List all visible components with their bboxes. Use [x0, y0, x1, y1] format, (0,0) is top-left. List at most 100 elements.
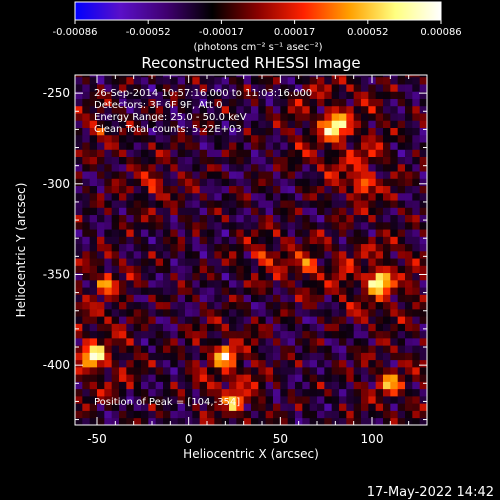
heatmap-cell — [82, 308, 91, 317]
heatmap-cell — [339, 105, 347, 114]
heatmap-cell — [353, 301, 362, 310]
heatmap-cell — [141, 156, 149, 165]
heatmap-cell — [375, 323, 384, 332]
heatmap-cell — [214, 185, 223, 194]
heatmap-cell — [346, 214, 355, 223]
heatmap-cell — [280, 330, 289, 339]
heatmap-cell — [375, 258, 384, 266]
heatmap-cell — [104, 381, 113, 390]
heatmap-cell — [243, 417, 252, 425]
heatmap-cell — [177, 403, 186, 411]
heatmap-cell — [368, 229, 377, 237]
heatmap-cell — [419, 337, 427, 346]
heatmap-cell — [368, 294, 377, 303]
heatmap-cell — [214, 156, 223, 165]
heatmap-cell — [155, 243, 164, 252]
heatmap-cell — [126, 207, 135, 216]
heatmap-cell — [89, 149, 98, 158]
heatmap-cell — [361, 156, 369, 165]
heatmap-cell — [302, 91, 311, 99]
heatmap-cell — [324, 395, 333, 404]
heatmap-cell — [324, 323, 333, 332]
heatmap-cell — [375, 417, 384, 425]
heatmap-cell — [243, 142, 252, 150]
heatmap-cell — [273, 221, 281, 230]
heatmap-cell — [214, 410, 223, 419]
heatmap-cell — [119, 366, 127, 375]
heatmap-cell — [243, 301, 252, 310]
heatmap-cell — [390, 308, 399, 317]
heatmap-cell — [302, 75, 311, 78]
heatmap-cell — [82, 395, 91, 404]
heatmap-cell — [192, 272, 201, 281]
heatmap-cell — [133, 127, 142, 136]
heatmap-cell — [207, 134, 215, 143]
heatmap-cell — [331, 229, 340, 237]
heatmap-cell — [280, 301, 289, 310]
heatmap-cell — [324, 207, 333, 216]
heatmap-cell — [141, 98, 149, 107]
heatmap-cell — [155, 272, 164, 281]
heatmap-cell — [192, 403, 201, 411]
heatmap-cell — [251, 200, 259, 208]
heatmap-cell — [192, 207, 201, 216]
heatmap-cell — [229, 417, 237, 425]
heatmap-cell — [133, 279, 142, 288]
heatmap-cell — [361, 250, 369, 259]
heatmap-cell — [324, 214, 333, 223]
heatmap-cell — [177, 105, 186, 114]
heatmap-cell — [199, 120, 208, 128]
heatmap-cell — [339, 279, 347, 288]
heatmap-cell — [199, 221, 208, 230]
heatmap-cell — [214, 388, 223, 397]
heatmap-cell — [280, 403, 289, 411]
heatmap-cell — [170, 294, 179, 303]
heatmap-cell — [170, 156, 179, 165]
heatmap-cell — [163, 84, 171, 92]
heatmap-cell — [397, 272, 406, 281]
heatmap-cell — [89, 388, 98, 397]
heatmap-cell — [390, 243, 399, 252]
heatmap-cell — [287, 417, 296, 425]
heatmap-cell — [419, 229, 427, 237]
heatmap-cell — [192, 359, 201, 368]
heatmap-cell — [141, 134, 149, 143]
heatmap-cell — [148, 337, 157, 346]
heatmap-cell — [412, 352, 421, 361]
heatmap-cell — [185, 388, 193, 397]
heatmap-cell — [287, 243, 296, 252]
heatmap-cell — [295, 192, 303, 201]
heatmap-cell — [397, 229, 406, 237]
heatmap-cell — [397, 236, 406, 245]
heatmap-cell — [214, 105, 223, 114]
heatmap-cell — [375, 374, 384, 382]
heatmap-cell — [111, 366, 120, 375]
heatmap-cell — [141, 345, 149, 353]
heatmap-cell — [177, 374, 186, 382]
heatmap-cell — [375, 120, 384, 128]
heatmap-cell — [317, 258, 325, 266]
heatmap-cell — [214, 200, 223, 208]
heatmap-cell — [133, 395, 142, 404]
heatmap-cell — [287, 250, 296, 259]
heatmap-cell — [353, 345, 362, 353]
heatmap-cell — [214, 308, 223, 317]
heatmap-cell — [331, 337, 340, 346]
heatmap-cell — [361, 163, 369, 172]
heatmap-cell — [353, 156, 362, 165]
heatmap-cell — [368, 84, 377, 92]
heatmap-cell — [280, 134, 289, 143]
heatmap-cell — [302, 301, 311, 310]
heatmap-cell — [155, 91, 164, 99]
heatmap-cell — [346, 308, 355, 317]
heatmap-cell — [148, 98, 157, 107]
heatmap-cell — [126, 272, 135, 281]
heatmap-cell — [155, 185, 164, 194]
heatmap-cell — [148, 359, 157, 368]
heatmap-cell — [258, 134, 267, 143]
heatmap-cell — [375, 76, 384, 85]
heatmap-cell — [243, 113, 252, 121]
heatmap-cell — [383, 323, 391, 332]
heatmap-cell — [97, 279, 105, 288]
heatmap-cell — [141, 236, 149, 245]
